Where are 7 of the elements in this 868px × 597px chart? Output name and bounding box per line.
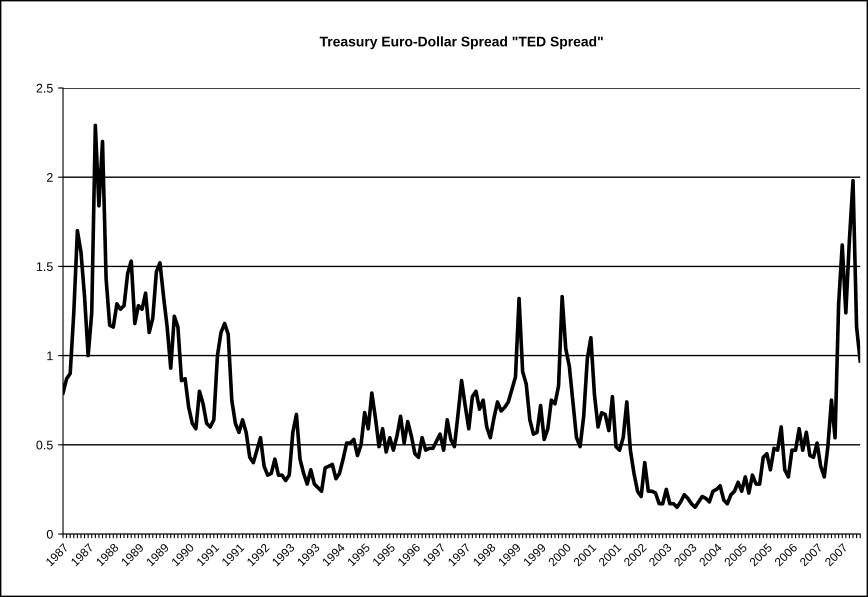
y-tick-label: 1.5	[36, 262, 53, 272]
chart-title: Treasury Euro-Dollar Spread "TED Spread"	[320, 36, 603, 50]
y-tick-label: 1	[47, 352, 53, 360]
y-tick-label: 0.5	[36, 440, 53, 450]
y-tick-label: 2.5	[36, 84, 53, 93]
y-tick-label: 0	[46, 530, 53, 539]
y-tick-label: 2	[46, 173, 53, 182]
